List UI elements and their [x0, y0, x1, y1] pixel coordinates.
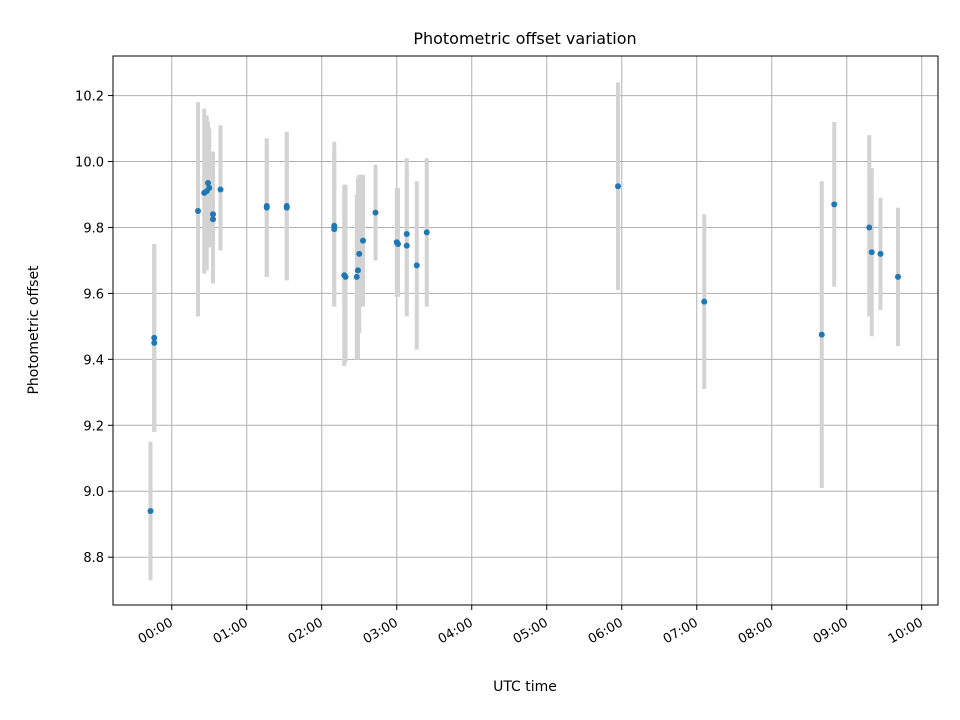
data-point — [151, 334, 158, 341]
y-tick-label: 8.8 — [83, 551, 104, 566]
x-axis-label: UTC time — [493, 679, 557, 695]
y-tick-label: 9.4 — [83, 353, 104, 368]
data-point — [372, 209, 379, 216]
data-point — [395, 240, 401, 247]
data-point — [355, 267, 361, 274]
data-point — [831, 201, 838, 208]
data-point — [413, 262, 420, 269]
chart-title: Photometric offset variation — [413, 29, 636, 48]
data-point — [818, 331, 825, 338]
data-point — [151, 339, 158, 346]
data-point — [206, 184, 213, 191]
data-point — [615, 183, 621, 190]
y-axis-label: Photometric offset — [26, 265, 42, 395]
data-point — [403, 242, 410, 249]
y-axis-ticks: 8.8 9.0 9.2 9.4 9.6 9.8 10.0 10.2 — [75, 90, 113, 566]
data-point — [895, 273, 901, 280]
data-point — [147, 508, 154, 515]
data-point — [210, 216, 216, 223]
data-point — [868, 249, 875, 256]
data-point — [217, 186, 224, 193]
y-tick-label: 9.8 — [83, 221, 104, 236]
data-point — [205, 179, 211, 186]
data-point — [360, 237, 366, 244]
data-points — [147, 179, 901, 515]
data-point — [195, 207, 201, 214]
plot-frame — [112, 55, 939, 606]
data-point — [877, 250, 884, 257]
y-tick-label: 9.2 — [83, 419, 104, 434]
data-point — [403, 231, 410, 238]
data-point — [423, 229, 430, 236]
y-tick-label: 10.2 — [75, 90, 104, 105]
data-point — [331, 226, 338, 233]
data-point — [342, 273, 349, 280]
grid — [113, 56, 938, 605]
data-point — [866, 224, 873, 231]
data-point — [356, 250, 363, 257]
data-point — [283, 204, 290, 211]
y-tick-label: 9.6 — [83, 287, 104, 302]
data-point — [263, 204, 270, 211]
data-point — [701, 298, 708, 305]
data-point — [353, 273, 360, 280]
data-point — [210, 211, 216, 218]
y-tick-label: 9.0 — [83, 485, 104, 500]
y-tick-label: 10.0 — [75, 156, 104, 171]
